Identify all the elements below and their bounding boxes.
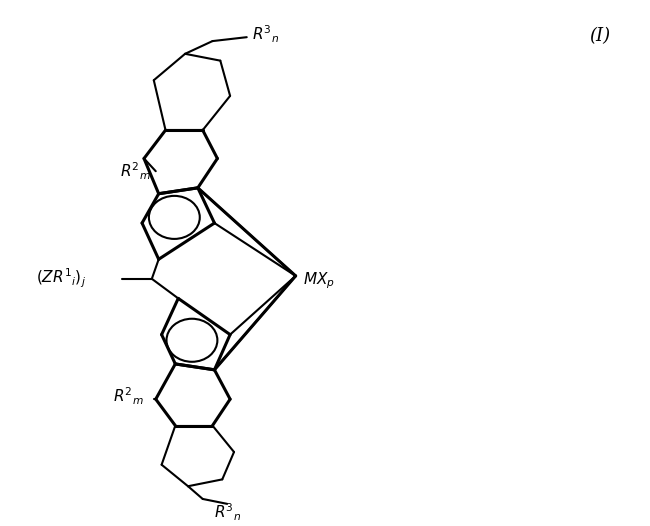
Text: $(ZR^1{}_i)_j$: $(ZR^1{}_i)_j$ (36, 267, 86, 290)
Text: (I): (I) (589, 27, 610, 45)
Text: $R^3{}_n$: $R^3{}_n$ (214, 502, 242, 523)
Text: $R^3{}_n$: $R^3{}_n$ (252, 24, 279, 45)
Text: $R^2{}_m$: $R^2{}_m$ (112, 386, 144, 407)
Text: $R^2{}_m$: $R^2{}_m$ (120, 160, 150, 182)
Text: $MX_p$: $MX_p$ (304, 270, 335, 291)
